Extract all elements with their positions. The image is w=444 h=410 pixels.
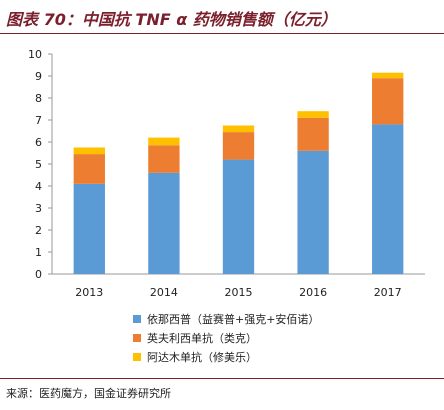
bar-segment [372,72,404,79]
legend-item: 阿达木单抗（修美乐） [133,347,319,366]
title-bar: 图表 70：中国抗 TNF α 药物销售额（亿元） [0,0,444,34]
bar-segment [222,159,255,274]
bar-segment [372,124,404,275]
x-tick-label: 2013 [75,286,103,299]
bar-segment [73,183,105,274]
legend-swatch [133,314,141,323]
y-tick-label: 8 [35,92,42,105]
y-tick-label: 3 [35,202,42,215]
legend-swatch [133,333,141,342]
y-tick-label: 0 [35,268,42,281]
x-tick-label: 2015 [225,286,253,299]
y-tick-label: 7 [35,114,42,127]
legend-swatch [133,352,141,361]
bar-segment [148,137,180,146]
bar-segment [372,78,404,125]
y-tick-label: 4 [35,180,42,193]
x-tick-label: 2017 [374,286,402,299]
legend-label: 英夫利西单抗（类克） [147,331,257,345]
x-tick-label: 2016 [299,286,327,299]
x-tick-label: 2014 [150,286,178,299]
source-note: 来源：医药魔方，国金证券研究所 [6,387,171,400]
source-bar: 来源：医药魔方，国金证券研究所 [0,378,444,410]
y-tick-label: 10 [28,48,42,61]
legend-label: 阿达木单抗（修美乐） [147,350,257,364]
bar-segment [73,147,105,155]
y-tick-label: 9 [35,70,42,83]
bar-segment [297,150,329,274]
legend-label: 依那西普（益赛普+强克+安佰诺） [147,312,320,326]
legend: 依那西普（益赛普+强克+安佰诺） 英夫利西单抗（类克） 阿达木单抗（修美乐） [133,309,319,366]
y-tick-label: 1 [35,246,42,259]
bar-segment [222,125,255,133]
bar-segment [73,154,105,184]
bar-segment [148,172,180,274]
y-tick-label: 6 [35,136,42,149]
bar-segment [297,111,329,118]
bar-segment [222,132,255,160]
chart-title: 图表 70：中国抗 TNF α 药物销售额（亿元） [6,10,337,29]
y-tick-label: 2 [35,224,42,237]
bar-segment [148,145,180,173]
stacked-bar-chart: 0 1 2 3 4 5 6 7 8 9 10 2013 2014 2015 2016 2017 [28,48,425,299]
y-tick-label: 5 [35,158,42,171]
bar-segment [297,117,329,151]
legend-item: 英夫利西单抗（类克） [133,328,319,347]
legend-item: 依那西普（益赛普+强克+安佰诺） [133,309,319,328]
